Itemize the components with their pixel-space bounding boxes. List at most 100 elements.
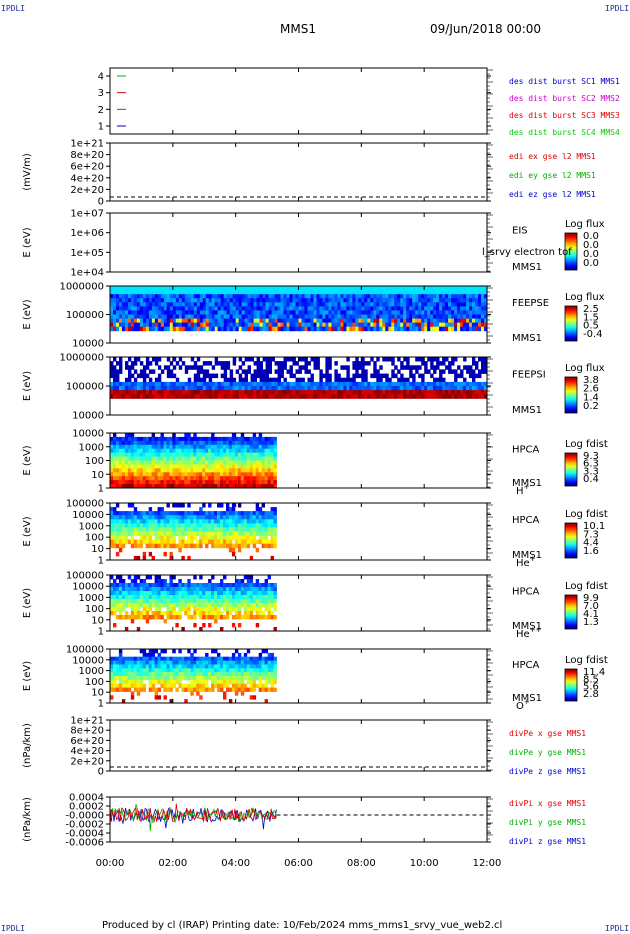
heatmap-cell	[264, 535, 268, 541]
heatmap-cell	[478, 302, 482, 307]
heatmap-cell	[246, 460, 251, 465]
heatmap-cell	[136, 484, 141, 489]
colorbar-label: 0.0	[583, 258, 599, 269]
heatmap-cell	[403, 386, 407, 391]
heatmap-cell	[175, 615, 179, 620]
heatmap-cell	[286, 290, 290, 295]
heatmap-cell	[175, 543, 179, 549]
heatmap-cell	[346, 377, 350, 383]
heatmap-cell	[199, 390, 204, 395]
heatmap-cell	[433, 390, 437, 395]
heatmap-cell	[228, 591, 233, 596]
heatmap-cell	[277, 386, 281, 391]
heatmap-cell	[316, 326, 320, 332]
heatmap-cell	[337, 326, 341, 332]
heatmap-cell	[228, 679, 233, 685]
heatmap-cell	[166, 468, 170, 473]
heatmap-cell	[205, 452, 209, 457]
heatmap-cell	[211, 381, 216, 387]
heatmap-cell	[475, 294, 479, 299]
heatmap-cell	[295, 377, 299, 383]
heatmap-cell	[481, 365, 485, 370]
heatmap-cell	[273, 436, 277, 442]
heatmap-cell	[325, 302, 329, 307]
heatmap-cell	[252, 511, 257, 516]
heatmap-cell	[259, 373, 263, 379]
heatmap-cell	[273, 527, 277, 532]
heatmap-cell	[154, 390, 159, 395]
heatmap-cell	[325, 381, 329, 387]
heatmap-cell	[157, 472, 161, 477]
colorbar-label: 2.6	[583, 384, 599, 395]
heatmap-cell	[154, 448, 158, 453]
heatmap-cell	[223, 695, 227, 700]
heatmap-cell	[121, 452, 126, 457]
heatmap-cell	[346, 369, 350, 374]
heatmap-cell	[118, 595, 123, 600]
heatmap-cell	[265, 377, 269, 383]
heatmap-cell	[175, 460, 179, 465]
heatmap-cell	[157, 302, 162, 307]
heatmap-cell	[151, 322, 156, 328]
heatmap-cell	[361, 361, 365, 366]
heatmap-cell	[110, 448, 114, 453]
heatmap-cell	[442, 310, 446, 315]
heatmap-cell	[166, 603, 170, 608]
heatmap-cell	[113, 480, 117, 485]
heatmap-cell	[328, 361, 332, 366]
heatmap-cell	[259, 306, 263, 311]
heatmap-cell	[379, 302, 383, 307]
heatmap-cell	[127, 672, 132, 677]
heatmap-cell	[184, 664, 188, 669]
heatmap-cell	[115, 464, 120, 469]
heatmap-cell	[136, 531, 141, 536]
heatmap-cell	[240, 480, 245, 485]
heatmap-cell	[136, 603, 141, 608]
heatmap-cell	[151, 440, 155, 446]
colorbar-label: 1.6	[583, 546, 599, 557]
heatmap-cell	[265, 286, 269, 291]
heatmap-cell	[261, 480, 265, 485]
heatmap-cell	[116, 294, 120, 299]
heatmap-cell	[172, 511, 176, 516]
heatmap-cell	[319, 373, 323, 379]
heatmap-cell	[172, 448, 176, 453]
heatmap-cell	[352, 286, 356, 291]
heatmap-cell	[113, 294, 117, 299]
heatmap-cell	[265, 386, 269, 391]
heatmap-cell	[190, 365, 195, 370]
heatmap-cell	[214, 361, 219, 366]
heatmap-cell	[223, 679, 227, 685]
heatmap-cell	[190, 302, 195, 307]
heatmap-cell	[145, 523, 150, 528]
heatmap-cell	[237, 511, 242, 516]
heatmap-cell	[240, 668, 245, 673]
heatmap-cell	[226, 361, 231, 366]
heatmap-cell	[142, 672, 147, 677]
heatmap-cell	[277, 361, 281, 366]
heatmap-cell	[163, 579, 167, 584]
heatmap-cell	[175, 583, 179, 588]
heatmap-cell	[349, 390, 353, 395]
heatmap-cell	[433, 294, 437, 299]
heatmap-cell	[231, 436, 236, 442]
colorbar-label: -0.4	[583, 329, 603, 340]
heatmap-cell	[193, 322, 198, 328]
heatmap-cell	[289, 373, 293, 379]
heatmap-cell	[271, 286, 275, 291]
heatmap-cell	[199, 664, 203, 669]
heatmap-cell	[448, 290, 452, 295]
heatmap-cell	[205, 591, 209, 596]
colorbar-label: 9.3	[583, 451, 599, 462]
heatmap-cell	[259, 290, 263, 295]
heatmap-cell	[193, 472, 197, 477]
heatmap-cell	[349, 326, 353, 332]
heatmap-cell	[178, 460, 182, 465]
heatmap-cell	[217, 603, 221, 608]
heatmap-cell	[211, 672, 215, 677]
heatmap-cell	[110, 480, 114, 485]
heatmap-cell	[196, 294, 201, 299]
heatmap-cell	[154, 436, 158, 442]
heatmap-cell	[472, 294, 476, 299]
heatmap-cell	[352, 302, 356, 307]
